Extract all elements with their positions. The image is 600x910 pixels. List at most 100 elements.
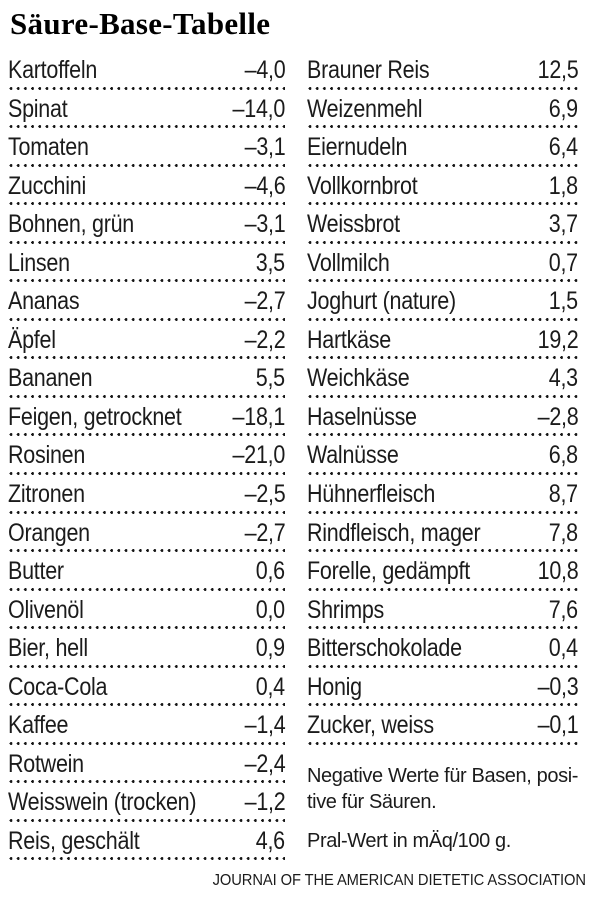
pral-value: 4,6 — [255, 826, 285, 855]
food-label: Hühnerfleisch — [307, 480, 436, 509]
dotted-separator — [307, 163, 578, 167]
dotted-separator — [307, 356, 578, 360]
table-row: Hartkäse 19,2 — [307, 324, 578, 363]
dotted-separator — [307, 279, 578, 283]
table-row: Weichkäse 4,3 — [307, 362, 578, 401]
pral-value: –3,1 — [244, 133, 285, 162]
dotted-separator — [8, 433, 285, 437]
table-row: Kartoffeln –4,0 — [8, 54, 285, 93]
table-row: Zucker, weiss –0,1 — [307, 709, 578, 748]
food-label: Bohnen, grün — [8, 210, 135, 239]
pral-value: 0,0 — [255, 595, 285, 624]
food-label: Bitterschokolade — [307, 634, 462, 663]
dotted-separator — [8, 163, 285, 167]
dotted-separator — [8, 472, 285, 476]
pral-value: 6,4 — [548, 133, 578, 162]
food-label: Butter — [8, 557, 64, 586]
dotted-separator — [8, 317, 285, 321]
food-label: Joghurt (nature) — [307, 287, 456, 316]
dotted-separator — [307, 741, 578, 745]
pral-value: –4,0 — [244, 56, 285, 84]
table-row: Linsen 3,5 — [8, 247, 285, 286]
food-label: Shrimps — [307, 595, 385, 624]
dotted-separator — [307, 394, 578, 398]
table-row: Weissbrot 3,7 — [307, 208, 578, 247]
dotted-separator — [307, 202, 578, 206]
table-row: Rotwein –2,4 — [8, 748, 285, 787]
pral-value: 0,4 — [255, 672, 285, 701]
dotted-separator — [8, 818, 285, 822]
dotted-separator — [8, 626, 285, 630]
pral-value: 0,6 — [255, 557, 285, 586]
table-row: Tomaten –3,1 — [8, 131, 285, 170]
table-row: Orangen –2,7 — [8, 517, 285, 556]
pral-value: –2,2 — [244, 325, 285, 354]
pral-value: –2,7 — [244, 518, 285, 547]
dotted-separator — [307, 664, 578, 668]
table-row: Weisswein (trocken) –1,2 — [8, 786, 285, 825]
source-attribution: JOURNAI OF THE AMERICAN DIETETIC ASSOCIA… — [212, 872, 586, 889]
dotted-separator — [307, 433, 578, 437]
table-row: Honig –0,3 — [307, 671, 578, 710]
page-title: Säure-Base-Tabelle — [10, 6, 271, 41]
dotted-separator — [8, 587, 285, 591]
pral-value: 5,5 — [255, 364, 285, 393]
dotted-separator — [8, 857, 285, 861]
food-label: Brauner Reis — [307, 56, 430, 84]
pral-value: –2,8 — [537, 402, 578, 431]
food-label: Linsen — [8, 248, 70, 277]
table-row: Äpfel –2,2 — [8, 324, 285, 363]
table-row: Coca-Cola 0,4 — [8, 671, 285, 710]
table-row: Shrimps 7,6 — [307, 594, 578, 633]
pral-value: 7,6 — [548, 595, 578, 624]
table-column-right-rows: Brauner Reis 12,5 Weizenmehl 6,9 Eiernud… — [307, 54, 578, 748]
food-label: Weisswein (trocken) — [8, 788, 197, 817]
food-label: Äpfel — [8, 325, 56, 354]
food-label: Vollmilch — [307, 248, 390, 277]
food-label: Feigen, getrocknet — [8, 402, 182, 431]
pral-value: –0,3 — [537, 672, 578, 701]
food-label: Rindfleisch, mager — [307, 518, 481, 547]
dotted-separator — [8, 86, 285, 90]
pral-value: 0,7 — [548, 248, 578, 277]
dotted-separator — [8, 703, 285, 707]
pral-value: 7,8 — [548, 518, 578, 547]
dotted-separator — [8, 202, 285, 206]
food-label: Reis, geschält — [8, 826, 140, 855]
table-row: Walnüsse 6,8 — [307, 439, 578, 478]
table-row: Hühnerfleisch 8,7 — [307, 478, 578, 517]
dotted-separator — [307, 317, 578, 321]
food-label: Vollkornbrot — [307, 171, 418, 200]
food-label: Tomaten — [8, 133, 89, 162]
food-label: Zitronen — [8, 480, 85, 509]
note-pral-unit: Pral-Wert in mÄq/100 g. — [307, 829, 511, 852]
dotted-separator — [8, 741, 285, 745]
pral-value: 4,3 — [548, 364, 578, 393]
dotted-separator — [8, 356, 285, 360]
table-row: Vollmilch 0,7 — [307, 247, 578, 286]
table-row: Butter 0,6 — [8, 555, 285, 594]
pral-value: –3,1 — [244, 210, 285, 239]
pral-value: –2,4 — [244, 749, 285, 778]
dotted-separator — [8, 279, 285, 283]
food-label: Bier, hell — [8, 634, 88, 663]
table-row: Reis, geschält 4,6 — [8, 825, 285, 864]
food-label: Walnüsse — [307, 441, 399, 470]
food-label: Kaffee — [8, 711, 69, 740]
table-row: Bananen 5,5 — [8, 362, 285, 401]
dotted-separator — [8, 664, 285, 668]
pral-value: 3,7 — [548, 210, 578, 239]
pral-value: –2,5 — [244, 480, 285, 509]
food-label: Rosinen — [8, 441, 86, 470]
food-label: Ananas — [8, 287, 80, 316]
table-row: Bohnen, grün –3,1 — [8, 208, 285, 247]
table-row: Forelle, gedämpft 10,8 — [307, 555, 578, 594]
pral-value: 12,5 — [537, 56, 578, 84]
food-label: Weichkäse — [307, 364, 410, 393]
table-row: Bier, hell 0,9 — [8, 632, 285, 671]
note-basen-saeuren-line1: Negative Werte für Basen, posi- — [307, 764, 578, 787]
food-label: Rotwein — [8, 749, 84, 778]
food-label: Honig — [307, 672, 362, 701]
footnotes: Negative Werte für Basen, posi- tive für… — [307, 763, 578, 854]
